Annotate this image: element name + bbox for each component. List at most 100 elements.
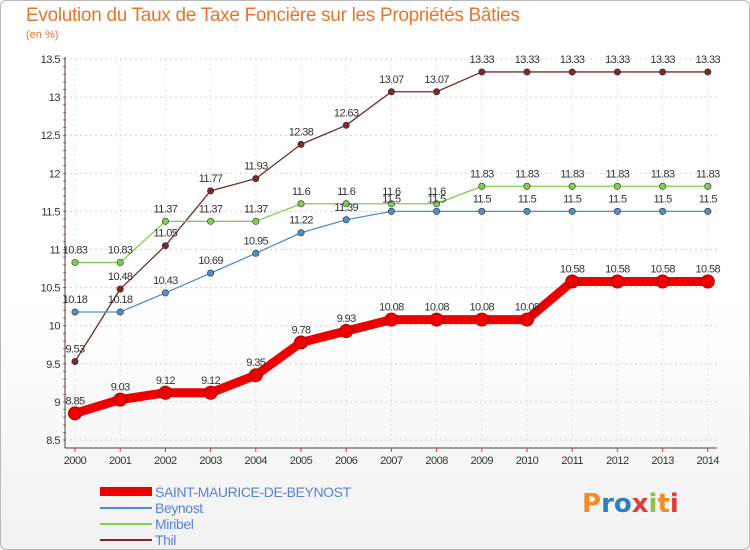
data-label: 13.33 — [696, 54, 721, 66]
x-tick-label: 2013 — [651, 455, 674, 467]
logo-letter: r — [601, 489, 614, 519]
data-point — [297, 140, 305, 148]
data-label: 10.83 — [63, 244, 88, 256]
data-label: 10.58 — [560, 264, 585, 276]
data-point — [297, 200, 305, 208]
data-label: 11.5 — [699, 193, 718, 205]
data-point — [161, 289, 169, 297]
data-label: 11.37 — [244, 203, 268, 215]
data-point — [474, 312, 489, 327]
data-point — [610, 274, 625, 289]
data-label: 9.53 — [65, 344, 84, 356]
data-label: 10.58 — [605, 264, 630, 276]
data-point — [339, 324, 354, 339]
data-point — [387, 200, 395, 208]
data-point — [387, 88, 395, 96]
data-point — [565, 274, 580, 289]
proxiti-logo: Proxiti — [582, 489, 679, 519]
data-point — [659, 68, 667, 76]
data-label: 11.5 — [382, 193, 401, 205]
legend-label-thil: Thil — [155, 532, 176, 548]
data-point — [429, 312, 444, 327]
chart-title: Evolution du Taux de Taxe Foncière sur l… — [26, 5, 520, 26]
x-tick-label: 2002 — [154, 455, 177, 467]
data-label: 10.58 — [696, 264, 721, 276]
data-label: 9.35 — [246, 357, 265, 369]
data-label: 12.38 — [289, 126, 314, 138]
data-label: 10.08 — [470, 302, 495, 314]
data-label: 13.33 — [470, 54, 495, 66]
data-label: 11.83 — [470, 168, 494, 180]
data-point — [207, 217, 215, 225]
legend-swatch-miribel — [100, 523, 152, 525]
logo-letter: t — [657, 489, 670, 519]
data-point — [248, 368, 263, 383]
data-label: 11.5 — [563, 193, 582, 205]
data-label: 10.08 — [515, 302, 540, 314]
x-tick-label: 2011 — [561, 455, 583, 467]
data-label: 11.83 — [515, 168, 539, 180]
data-label: 11.6 — [427, 186, 446, 198]
x-tick-label: 2012 — [606, 455, 629, 467]
data-point — [520, 312, 534, 327]
y-tick-label: 9.5 — [46, 359, 60, 371]
data-point — [655, 274, 670, 289]
data-label: 11.5 — [473, 193, 492, 205]
x-tick-label: 2006 — [335, 455, 358, 467]
data-label: 10.69 — [198, 255, 223, 267]
x-tick-label: 2000 — [64, 455, 87, 467]
data-point — [478, 182, 486, 190]
data-label: 11.6 — [337, 186, 356, 198]
data-point — [433, 88, 441, 96]
x-tick-label: 2014 — [697, 455, 720, 467]
data-label: 11.05 — [154, 228, 178, 240]
data-point — [161, 242, 169, 250]
data-point — [297, 229, 305, 237]
data-point — [71, 258, 79, 266]
data-point — [613, 207, 621, 215]
data-label: 11.77 — [199, 173, 223, 185]
y-tick-label: 12.5 — [41, 130, 61, 142]
x-tick-label: 2001 — [109, 455, 132, 467]
data-label: 13.33 — [560, 54, 585, 66]
data-point — [342, 121, 350, 129]
data-label: 11.37 — [199, 203, 223, 215]
data-point — [294, 335, 308, 350]
data-label: 11.5 — [427, 193, 446, 205]
legend-label-saint-maurice: SAINT-MAURICE-DE-BEYNOST — [155, 484, 351, 500]
data-point — [704, 207, 712, 215]
data-point — [342, 216, 350, 224]
data-point — [342, 200, 350, 208]
data-label: 13.33 — [515, 54, 540, 66]
data-label: 9.12 — [201, 375, 220, 387]
y-tick-label: 9 — [54, 397, 60, 409]
y-tick-label: 12 — [49, 168, 61, 180]
data-label: 11.83 — [696, 168, 720, 180]
data-point — [568, 207, 576, 215]
x-tick-label: 2005 — [290, 455, 313, 467]
data-point — [659, 207, 667, 215]
y-tick-label: 10 — [49, 321, 61, 333]
logo-letter: i — [669, 489, 679, 519]
logo-letter: i — [648, 489, 658, 519]
data-label: 11.93 — [244, 161, 268, 173]
data-label: 11.5 — [653, 193, 672, 205]
data-point — [116, 258, 124, 266]
y-tick-label: 8.5 — [46, 435, 60, 447]
x-tick-label: 2009 — [471, 455, 494, 467]
data-label: 9.03 — [111, 382, 130, 394]
data-label: 10.08 — [379, 302, 404, 314]
data-point — [478, 68, 486, 76]
data-label: 13.33 — [605, 54, 630, 66]
data-point — [71, 358, 79, 366]
data-point — [158, 385, 173, 400]
data-point — [613, 182, 621, 190]
y-tick-label: 10.5 — [41, 283, 61, 295]
data-label: 11.83 — [651, 168, 675, 180]
data-point — [523, 68, 531, 76]
unit-label: (en %) — [26, 29, 59, 41]
data-point — [207, 187, 215, 195]
data-point — [116, 308, 124, 316]
data-point — [113, 392, 128, 407]
